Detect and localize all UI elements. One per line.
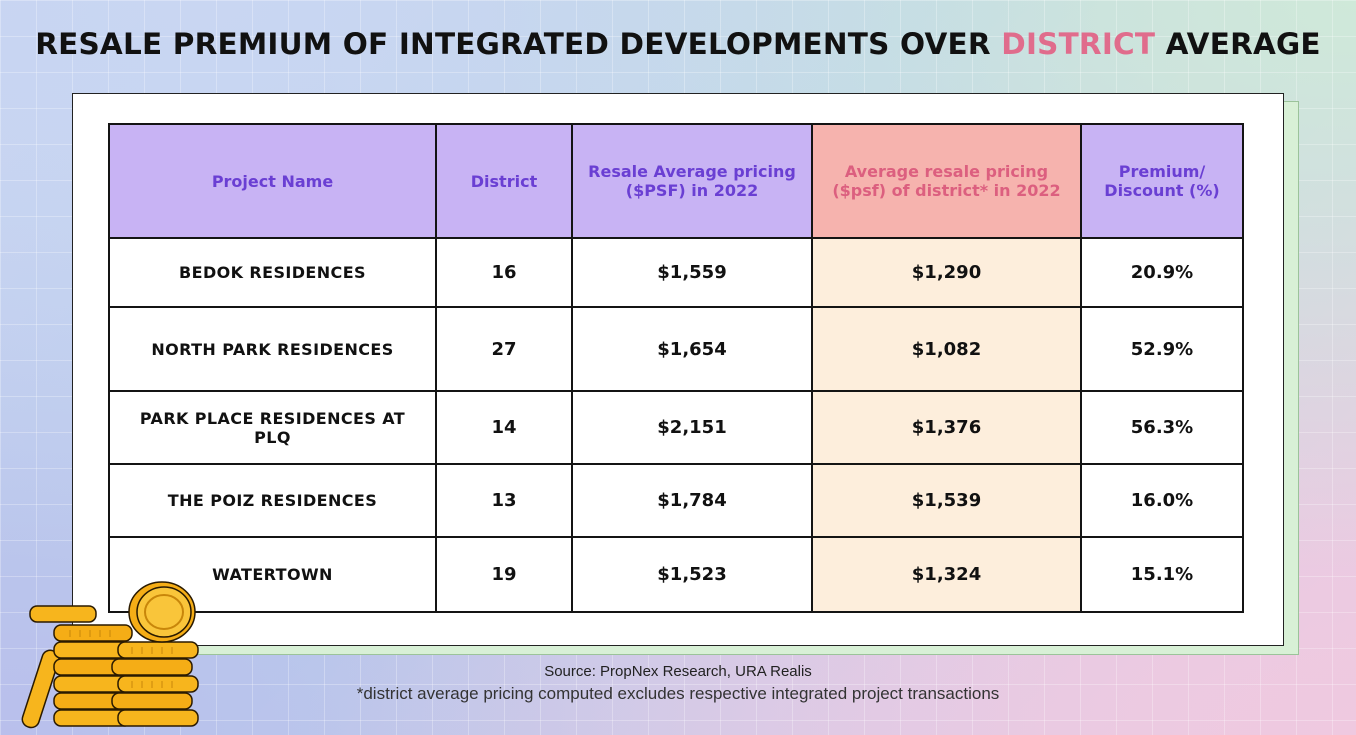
header-premium-line1: Premium/ [1118,162,1206,181]
cell-premium: 56.3% [1080,390,1244,465]
table-row: BEDOK RESIDENCES 16 $1,559 $1,290 20.9% [108,237,1244,308]
table-header-row: Project Name District Resale Average pri… [108,123,1244,239]
header-resale-pricing: Resale Average pricing ($PSF) in 2022 [571,123,813,239]
page-title: RESALE PREMIUM OF INTEGRATED DEVELOPMENT… [0,27,1356,61]
premium-table: Project Name District Resale Average pri… [108,123,1244,613]
cell-premium: 15.1% [1080,536,1244,613]
table-row: NORTH PARK RESIDENCES 27 $1,654 $1,082 5… [108,306,1244,392]
cell-district-average: $1,290 [811,237,1082,308]
footnote: *district average pricing computed exclu… [356,684,1000,703]
header-resale-line2: ($PSF) in 2022 [625,181,759,200]
cell-project-name: PARK PLACE RESIDENCES AT PLQ [108,390,437,465]
cell-resale-pricing: $1,523 [571,536,813,613]
table-row: THE POIZ RESIDENCES 13 $1,784 $1,539 16.… [108,463,1244,538]
table-row: PARK PLACE RESIDENCES AT PLQ 14 $2,151 $… [108,390,1244,465]
cell-district-average: $1,082 [811,306,1082,392]
header-district-average-line2: ($psf) of district* in 2022 [832,181,1061,200]
cell-project-name: NORTH PARK RESIDENCES [108,306,437,392]
cell-district-average: $1,539 [811,463,1082,538]
cell-district-average: $1,376 [811,390,1082,465]
cell-project-name: THE POIZ RESIDENCES [108,463,437,538]
cell-premium: 52.9% [1080,306,1244,392]
header-project-name: Project Name [108,123,437,239]
header-premium-line2: Discount (%) [1104,181,1220,200]
cell-premium: 16.0% [1080,463,1244,538]
title-text: RESALE PREMIUM OF INTEGRATED DEVELOPMENT… [35,27,1002,61]
cell-resale-pricing: $1,654 [571,306,813,392]
cell-resale-pricing: $1,559 [571,237,813,308]
header-district-average-line1: Average resale pricing [844,162,1049,181]
coin-stack-icon [21,581,199,729]
cell-district: 27 [435,306,573,392]
cell-district-average: $1,324 [811,536,1082,613]
table-row: WATERTOWN 19 $1,523 $1,324 15.1% [108,536,1244,613]
cell-project-name: BEDOK RESIDENCES [108,237,437,308]
cell-district: 19 [435,536,573,613]
cell-district: 16 [435,237,573,308]
cell-resale-pricing: $1,784 [571,463,813,538]
header-district: District [435,123,573,239]
cell-district: 14 [435,390,573,465]
cell-premium: 20.9% [1080,237,1244,308]
cell-resale-pricing: $2,151 [571,390,813,465]
source-caption: Source: PropNex Research, URA Realis [544,663,812,680]
header-district-average: Average resale pricing ($psf) of district… [811,123,1082,239]
cell-district: 13 [435,463,573,538]
title-highlight: DISTRICT [1001,27,1156,61]
title-text-end: AVERAGE [1155,27,1321,61]
header-premium: Premium/Discount (%) [1080,123,1244,239]
header-resale-line1: Resale Average pricing [588,162,796,181]
